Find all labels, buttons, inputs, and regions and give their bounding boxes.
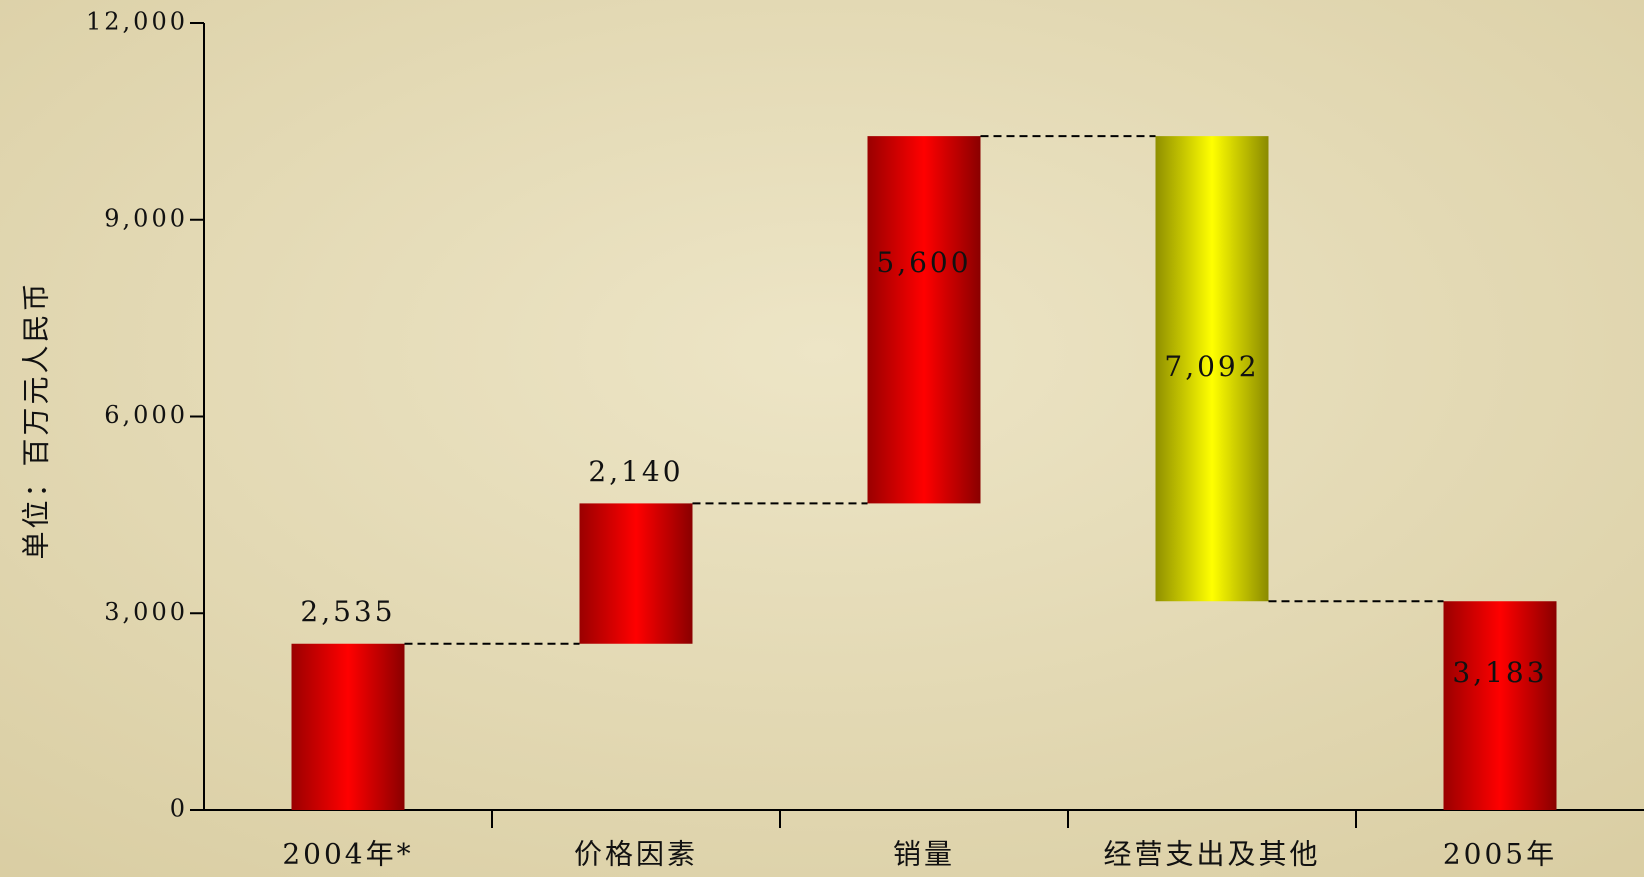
x-tick-label: 2004年* <box>282 838 413 871</box>
y-tick-label: 12,000 <box>86 8 188 36</box>
y-tick-label: 6,000 <box>104 401 188 429</box>
x-tick-label: 价格因素 <box>574 838 698 871</box>
bar <box>867 136 981 504</box>
value-label: 2,535 <box>300 595 395 628</box>
x-tick-label: 销量 <box>893 838 955 871</box>
bar <box>291 643 405 810</box>
x-tick-label: 2005年 <box>1443 838 1557 871</box>
x-tick-label: 经营支出及其他 <box>1103 838 1320 871</box>
bar <box>579 503 693 644</box>
value-label: 5,600 <box>876 246 971 279</box>
y-tick-label: 3,000 <box>104 598 188 626</box>
y-axis-title: 单位：百万元人民币 <box>20 280 53 559</box>
y-tick-label: 0 <box>170 795 188 823</box>
value-label: 2,140 <box>588 455 683 488</box>
y-tick-label: 9,000 <box>104 204 188 232</box>
value-label: 3,183 <box>1452 656 1547 689</box>
bar <box>1443 601 1557 810</box>
value-label: 7,092 <box>1164 350 1259 383</box>
bar <box>1155 136 1269 602</box>
